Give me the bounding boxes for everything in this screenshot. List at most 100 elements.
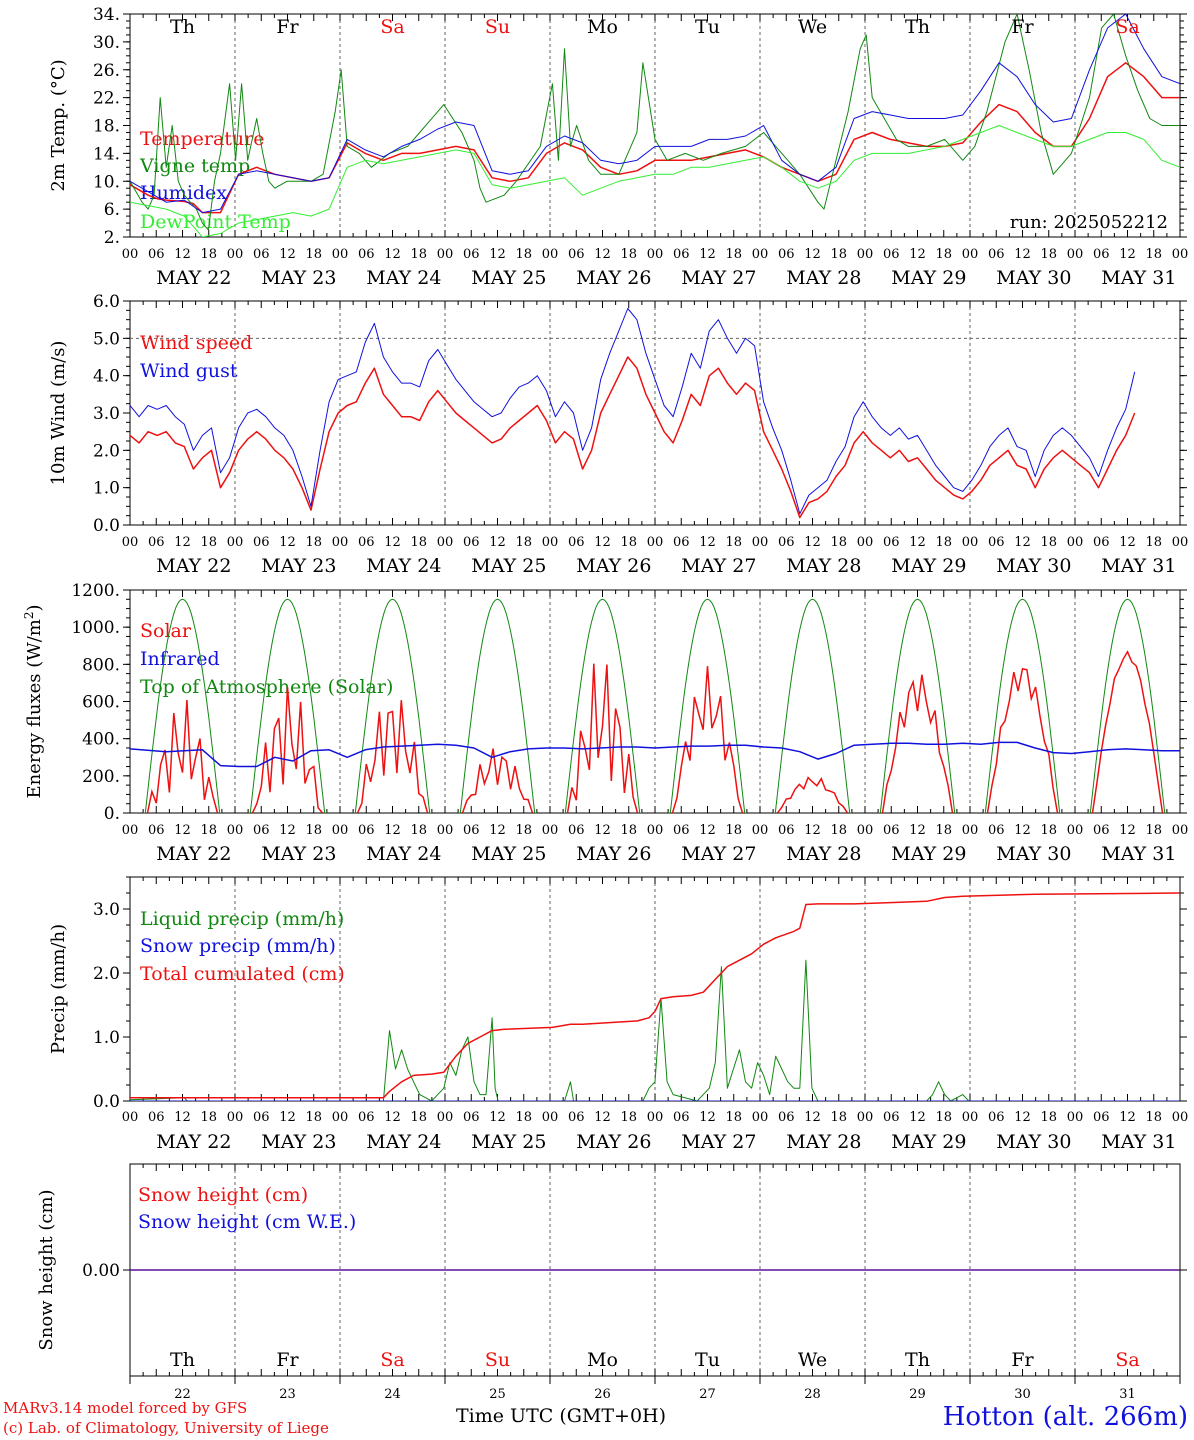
- date-label: MAY 29: [891, 267, 966, 289]
- hour-tick-label: 12: [594, 535, 611, 550]
- y-axis-label-sup: 2: [22, 611, 36, 619]
- legend-entry: Infrared: [140, 648, 220, 670]
- day-of-week-label: Su: [485, 16, 510, 38]
- hour-tick-label: 18: [305, 823, 322, 838]
- hour-tick-label: 12: [1014, 535, 1031, 550]
- date-label: MAY 23: [261, 555, 336, 577]
- day-of-week-label: Th: [170, 1349, 195, 1371]
- day-number-label: 30: [1014, 1387, 1031, 1402]
- panel-frame: [129, 13, 1181, 238]
- hour-tick-label: 18: [620, 247, 637, 262]
- y-tick-label: 2.: [104, 228, 120, 248]
- hour-tick-label: 06: [358, 247, 375, 262]
- hour-tick-label: 12: [174, 1110, 191, 1125]
- series-line-total-cumulated-cm-: [130, 892, 1180, 1099]
- y-tick-label: 1200.: [71, 581, 120, 601]
- date-label: MAY 23: [261, 1131, 336, 1153]
- solar-day-curve: [146, 700, 219, 813]
- hour-tick-label: 12: [909, 247, 926, 262]
- y-tick-label: 6.: [104, 200, 120, 220]
- hour-tick-label: 00: [227, 1110, 244, 1125]
- toa-solar-day-curve: [668, 598, 747, 813]
- solar-day-curve: [986, 667, 1059, 813]
- hour-tick-label: 18: [515, 247, 532, 262]
- hour-tick-label: 06: [358, 1110, 375, 1125]
- date-label: MAY 26: [576, 1131, 651, 1153]
- hour-tick-label: 00: [1172, 1110, 1189, 1125]
- hour-tick-label: 18: [1040, 1110, 1057, 1125]
- y-tick-label: 6.0: [93, 292, 120, 312]
- hour-tick-label: 12: [279, 535, 296, 550]
- hour-tick-label: 18: [725, 535, 742, 550]
- hour-tick-label: 00: [542, 823, 559, 838]
- solar-day-curve: [566, 663, 639, 813]
- y-tick-label: 1.0: [93, 1028, 120, 1048]
- y-axis-label-part: Energy fluxes (W/m: [24, 619, 45, 798]
- y-tick-label: 400.: [82, 730, 120, 750]
- y-tick-label: 800.: [82, 655, 120, 675]
- hour-tick-label: 06: [988, 823, 1005, 838]
- hour-tick-label: 06: [148, 247, 165, 262]
- date-label: MAY 22: [156, 555, 231, 577]
- hour-tick-label: 18: [620, 1110, 637, 1125]
- hour-tick-label: 18: [1040, 247, 1057, 262]
- day-of-week-label: Tu: [695, 16, 720, 38]
- hour-tick-label: 00: [647, 247, 664, 262]
- hour-tick-label: 12: [804, 823, 821, 838]
- date-label: MAY 25: [471, 267, 546, 289]
- hour-tick-label: 12: [804, 1110, 821, 1125]
- toa-solar-day-curve: [143, 598, 222, 813]
- day-of-week-label: Fr: [276, 1349, 299, 1371]
- hour-tick-label: 06: [463, 823, 480, 838]
- hour-tick-label: 00: [332, 535, 349, 550]
- hour-tick-label: 06: [778, 823, 795, 838]
- series-line-wind-speed: [130, 356, 1136, 519]
- day-of-week-label: Su: [485, 1349, 510, 1371]
- day-of-week-label: Fr: [1011, 16, 1034, 38]
- y-tick-label: 1.0: [93, 479, 120, 499]
- hour-tick-label: 06: [253, 823, 270, 838]
- panel-temperature: 2.6.10.14.18.22.26.30.34.2m Temp. (°C) Te…: [48, 5, 1188, 289]
- day-number-label: 23: [279, 1387, 296, 1402]
- y-tick-label: 2.0: [93, 441, 120, 461]
- hour-tick-label: 06: [568, 823, 585, 838]
- hour-tick-label: 00: [857, 535, 874, 550]
- hour-tick-label: 06: [988, 247, 1005, 262]
- y-tick-label: 2.0: [93, 964, 120, 984]
- y-tick-label: 14.: [93, 144, 120, 164]
- toa-solar-day-curve: [773, 598, 852, 813]
- hour-tick-label: 18: [935, 823, 952, 838]
- solar-day-curve: [461, 748, 534, 813]
- hour-tick-label: 12: [1119, 247, 1136, 262]
- footer-credit-lab: (c) Lab. of Climatology, University of L…: [3, 1419, 329, 1437]
- hour-tick-label: 18: [200, 823, 217, 838]
- hour-tick-label: 06: [148, 1110, 165, 1125]
- y-tick-label: 3.0: [93, 900, 120, 920]
- hour-tick-label: 00: [1172, 247, 1189, 262]
- hour-tick-label: 06: [673, 1110, 690, 1125]
- date-label: MAY 23: [261, 843, 336, 865]
- legend-entry: Snow precip (mm/h): [140, 935, 336, 957]
- date-label: MAY 27: [681, 843, 756, 865]
- day-of-week-label: Fr: [1011, 1349, 1034, 1371]
- hour-tick-label: 00: [332, 247, 349, 262]
- hour-tick-label: 00: [332, 1110, 349, 1125]
- date-label: MAY 29: [891, 555, 966, 577]
- hour-tick-label: 18: [620, 823, 637, 838]
- date-label: MAY 29: [891, 1131, 966, 1153]
- day-number-label: 22: [174, 1387, 191, 1402]
- date-label: MAY 31: [1101, 267, 1176, 289]
- hour-tick-label: 12: [1014, 247, 1031, 262]
- date-label: MAY 31: [1101, 1131, 1176, 1153]
- toa-solar-day-curve: [1088, 598, 1167, 813]
- hour-tick-label: 06: [568, 247, 585, 262]
- date-label: MAY 30: [996, 843, 1071, 865]
- hour-tick-label: 12: [699, 535, 716, 550]
- hour-tick-label: 12: [909, 535, 926, 550]
- legend-entry: Snow height (cm): [138, 1184, 308, 1206]
- y-axis-label: 2m Temp. (°C): [48, 59, 69, 191]
- hour-tick-label: 18: [515, 823, 532, 838]
- hour-tick-label: 06: [778, 247, 795, 262]
- hour-tick-label: 06: [358, 823, 375, 838]
- solar-day-curve: [881, 674, 954, 813]
